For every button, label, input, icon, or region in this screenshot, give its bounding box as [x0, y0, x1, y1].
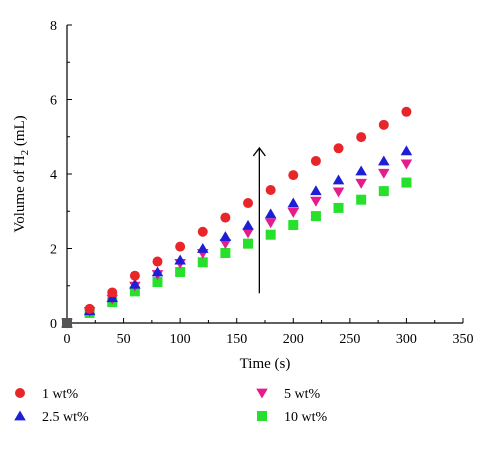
y-axis-title-unit: (mL)	[12, 115, 28, 150]
x-tick-label: 200	[283, 332, 304, 347]
data-point	[333, 202, 344, 213]
data-point	[401, 177, 412, 188]
data-point	[197, 257, 208, 268]
data-point	[265, 229, 276, 240]
data-point	[174, 254, 186, 265]
y-tick-label: 2	[50, 243, 57, 258]
data-point	[175, 266, 186, 277]
data-point	[129, 270, 140, 281]
data-point	[243, 238, 254, 249]
data-point	[287, 197, 300, 208]
arrow-head	[252, 146, 266, 157]
series-points	[61, 145, 413, 328]
data-point	[355, 178, 367, 189]
data-point	[219, 231, 232, 241]
legend-marker	[15, 388, 25, 398]
y-tick-label: 8	[50, 19, 57, 34]
data-point	[152, 256, 163, 267]
data-point	[332, 187, 345, 198]
series-points	[62, 177, 412, 328]
x-tick-label: 350	[453, 332, 474, 347]
legend-label: 5 wt%	[284, 387, 321, 402]
legend-label: 2.5 wt%	[42, 410, 89, 425]
data-point	[332, 174, 345, 185]
data-point	[288, 170, 299, 181]
data-point	[401, 106, 412, 117]
data-point	[378, 155, 390, 166]
data-point	[175, 241, 186, 252]
legend-item: 1 wt%	[15, 387, 79, 402]
data-point	[219, 239, 232, 250]
x-axis-ticks: 0 50 100 150 200 250 300 350	[64, 318, 474, 347]
data-point	[151, 266, 164, 277]
legend-label: 1 wt%	[42, 387, 79, 402]
series-points	[62, 106, 412, 328]
x-tick-label: 250	[339, 332, 360, 347]
x-tick-label: 300	[396, 332, 417, 347]
data-point	[242, 219, 254, 230]
data-point	[264, 218, 277, 229]
legend: 1 wt% 2.5 wt% 5 wt% 10 wt%	[14, 387, 328, 425]
data-point	[356, 194, 367, 205]
data-point	[333, 143, 344, 154]
legend-item: 5 wt%	[256, 387, 321, 402]
data-point	[310, 211, 321, 222]
data-point	[310, 155, 321, 166]
data-point	[378, 186, 389, 197]
legend-item: 2.5 wt%	[14, 410, 89, 425]
y-tick-label: 4	[50, 168, 57, 183]
data-point	[220, 212, 231, 223]
legend-item: 10 wt%	[257, 410, 328, 425]
data-point	[356, 132, 367, 143]
data-point	[152, 277, 163, 288]
origin-point	[62, 318, 72, 328]
trend-arrow	[252, 146, 266, 294]
data-point	[84, 303, 95, 314]
data-point	[378, 168, 390, 179]
data-point	[196, 243, 209, 253]
data-point	[400, 159, 413, 170]
y-axis-ticks: 0 2 4 6 8	[50, 19, 72, 332]
x-tick-label: 0	[64, 332, 71, 347]
data-point	[355, 165, 367, 176]
y-axis-title: Volume of H2 (mL)	[12, 115, 31, 232]
x-tick-label: 100	[170, 332, 191, 347]
data-point	[243, 198, 254, 209]
data-point	[264, 208, 277, 219]
y-axis-title-subscript: 2	[19, 150, 31, 156]
data-point	[378, 119, 389, 130]
data-point	[107, 287, 118, 298]
data-point	[287, 207, 300, 218]
data-point	[265, 185, 276, 196]
legend-label: 10 wt%	[284, 410, 328, 425]
data-point	[242, 228, 254, 239]
legend-marker	[257, 411, 267, 421]
y-tick-label: 0	[50, 317, 57, 332]
y-axis-title-main: Volume of H	[12, 155, 28, 232]
data-point	[197, 226, 208, 237]
data-point	[310, 185, 322, 196]
x-axis-title: Time (s)	[240, 356, 291, 372]
y-tick-label: 6	[50, 94, 57, 109]
data-points	[61, 106, 413, 329]
data-point	[400, 145, 413, 156]
legend-marker	[256, 388, 268, 399]
x-tick-label: 50	[117, 332, 131, 347]
x-tick-label: 150	[226, 332, 247, 347]
legend-marker	[14, 410, 26, 421]
data-point	[288, 220, 299, 231]
data-point	[129, 278, 141, 289]
data-point	[220, 247, 231, 258]
axes	[66, 25, 463, 324]
data-point	[310, 196, 322, 207]
